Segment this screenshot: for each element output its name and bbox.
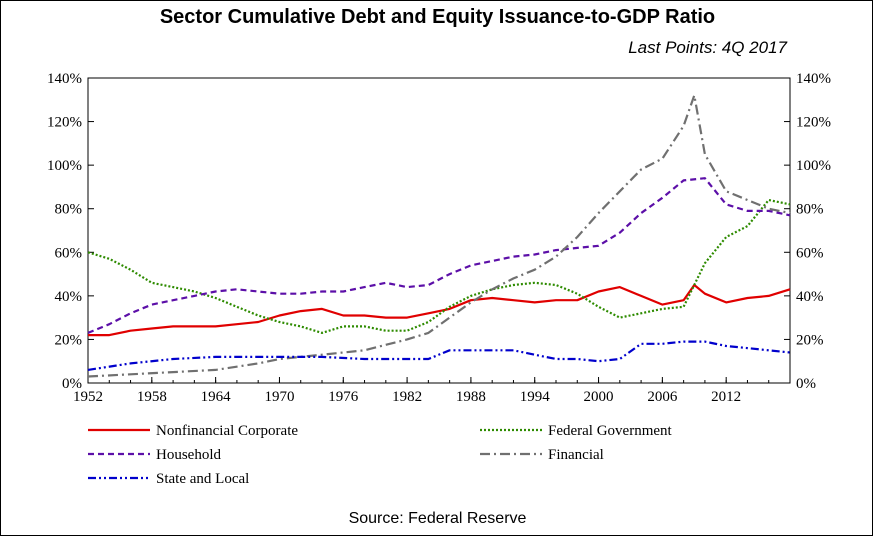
x-tick-label: 1970: [264, 389, 294, 405]
series-line-household: [87, 177, 791, 334]
legend-label: State and Local: [156, 471, 249, 487]
chart-subtitle: Last Points: 4Q 2017: [628, 38, 787, 57]
x-tick-label: 1976: [328, 389, 359, 405]
x-tick-label: 1964: [201, 389, 232, 405]
y-tick-label-right: 60%: [796, 245, 824, 261]
x-tick-label: 2000: [584, 389, 614, 405]
y-tick-label-left: 120%: [47, 115, 82, 131]
legend-label: Financial: [548, 447, 604, 463]
x-tick-label: 1958: [137, 389, 167, 405]
y-tick-label-left: 80%: [55, 202, 83, 218]
series-line-federal-government: [87, 198, 791, 334]
series-line-nonfinancial-corporate: [88, 283, 791, 337]
y-tick-label-right: 0%: [796, 376, 816, 392]
y-tick-label-right: 40%: [796, 289, 824, 305]
y-tick-label-right: 80%: [796, 202, 824, 218]
y-tick-label-right: 20%: [796, 332, 824, 348]
legend-label: Household: [156, 447, 221, 463]
chart-source: Source: Federal Reserve: [348, 510, 527, 527]
plot-area: [87, 77, 791, 384]
y-tick-label-right: 140%: [796, 71, 831, 87]
y-tick-label-left: 0%: [62, 376, 82, 392]
y-tick-label-left: 100%: [47, 158, 82, 174]
y-tick-label-left: 140%: [47, 71, 82, 87]
y-tick-label-left: 20%: [55, 332, 83, 348]
legend-label: Nonfinancial Corporate: [156, 423, 298, 439]
x-tick-label: 1982: [392, 389, 422, 405]
x-tick-label: 1952: [73, 389, 103, 405]
x-tick-label: 2006: [647, 389, 678, 405]
x-tick-label: 2012: [711, 389, 741, 405]
series-line-financial: [87, 94, 791, 378]
chart-title: Sector Cumulative Debt and Equity Issuan…: [159, 6, 716, 28]
y-tick-label-right: 120%: [796, 115, 831, 131]
series-line-state-and-local: [87, 340, 791, 371]
legend-label: Federal Government: [548, 423, 673, 439]
y-tick-label-left: 60%: [55, 245, 83, 261]
x-tick-label: 1994: [520, 389, 551, 405]
x-tick-label: 1988: [456, 389, 486, 405]
y-tick-label-right: 100%: [796, 158, 831, 174]
y-tick-label-left: 40%: [55, 289, 83, 305]
